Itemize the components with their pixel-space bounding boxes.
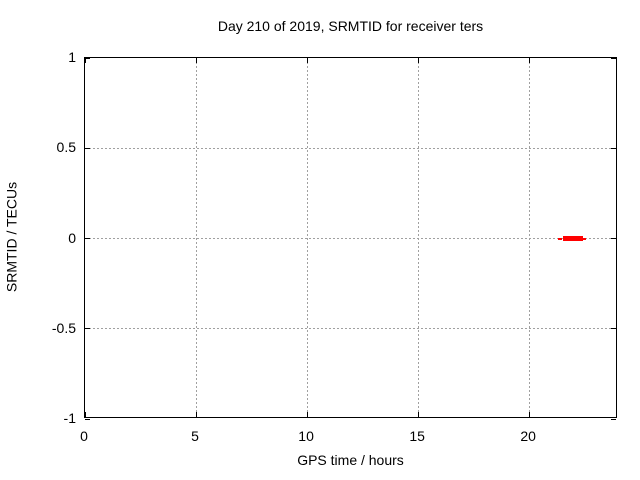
grid-line-vertical <box>528 58 530 417</box>
x-tick-label: 0 <box>80 428 88 444</box>
grid-line-horizontal <box>85 238 616 239</box>
error-bar-horizontal <box>581 237 586 240</box>
x-tick-mark <box>306 58 308 63</box>
grid-line-horizontal <box>85 328 616 330</box>
x-tick-mark <box>84 58 86 63</box>
y-tick-label: 0.5 <box>56 139 76 156</box>
x-tick-mark <box>195 412 197 417</box>
y-tick-mark <box>85 57 90 59</box>
x-tick-label: 15 <box>409 428 425 444</box>
chart-title: Day 210 of 2019, SRMTID for receiver ter… <box>217 18 484 34</box>
x-tick-mark <box>528 412 530 417</box>
x-axis-label: GPS time / hours <box>297 452 404 468</box>
x-tick-label: 20 <box>520 428 536 444</box>
x-tick-mark <box>195 58 197 63</box>
x-tick-mark <box>417 412 419 417</box>
y-tick-mark <box>85 238 90 239</box>
y-tick-label: 1 <box>68 49 76 65</box>
y-tick-mark <box>611 418 616 420</box>
y-tick-mark <box>611 147 616 149</box>
x-tick-mark <box>417 58 419 63</box>
y-tick-mark <box>611 328 616 330</box>
x-tick-label: 5 <box>191 428 199 444</box>
x-tick-mark <box>84 412 86 417</box>
y-tick-mark <box>85 418 90 420</box>
x-tick-label: 10 <box>298 428 314 444</box>
y-tick-mark <box>611 57 616 59</box>
y-tick-mark <box>611 238 616 239</box>
grid-line-horizontal <box>85 147 616 149</box>
x-tick-mark <box>528 58 530 63</box>
plot-area <box>84 57 617 420</box>
x-tick-mark <box>306 412 308 417</box>
y-tick-label: 0 <box>68 229 76 246</box>
grid-line-vertical <box>417 58 419 417</box>
y-tick-label: -0.5 <box>51 319 76 336</box>
data-point <box>578 236 584 241</box>
y-tick-mark <box>85 147 90 149</box>
y-axis-label: SRMTID / TECUs <box>3 181 20 293</box>
grid-line-vertical <box>195 58 197 417</box>
y-tick-label: -1 <box>63 410 76 426</box>
y-tick-mark <box>85 328 90 330</box>
error-bar-horizontal <box>557 237 563 240</box>
grid-line-vertical <box>306 58 308 417</box>
